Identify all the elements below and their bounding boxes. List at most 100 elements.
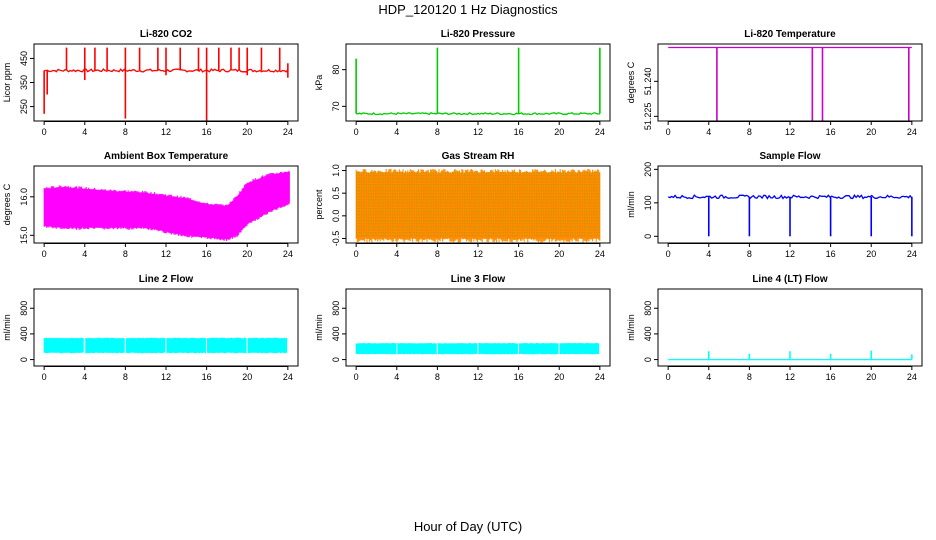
- panel-title: Li-820 Pressure: [441, 29, 516, 40]
- y-tick-label: 1.0: [331, 164, 341, 177]
- series-spikes-5: [519, 342, 559, 355]
- x-tick-label: 20: [242, 127, 252, 137]
- series-spikes-6: [559, 342, 600, 355]
- x-tick-label: 24: [283, 372, 293, 382]
- plot-frame: [345, 43, 611, 122]
- panel-title: Gas Stream RH: [442, 151, 515, 162]
- x-tick-label: 8: [747, 127, 752, 137]
- x-tick-label: 4: [706, 372, 711, 382]
- series-dots: [356, 172, 600, 237]
- x-tick-label: 12: [161, 127, 171, 137]
- y-tick-label: 400: [643, 326, 653, 341]
- plot-area: [43, 47, 289, 121]
- x-tick-label: 4: [394, 127, 399, 137]
- y-tick-label: 0: [331, 357, 341, 362]
- x-tick-label: 24: [283, 127, 293, 137]
- chart-panel-1: 0 4 8 12 16 20 24 250 350 450 Li-820 CO2 Licor ppm: [2, 29, 299, 137]
- x-tick-label: 24: [595, 127, 605, 137]
- y-tick-label: 350: [19, 75, 29, 90]
- x-tick-label: 24: [595, 249, 605, 259]
- figure-x-axis-label: Hour of Day (UTC): [414, 519, 522, 534]
- y-axis-label: percent: [314, 189, 324, 220]
- y-tick-label: 200: [643, 162, 653, 177]
- series-spikes-1: [43, 170, 290, 241]
- x-tick-label: 16: [826, 249, 836, 259]
- x-tick-label: 4: [82, 249, 87, 259]
- x-tick-label: 8: [747, 372, 752, 382]
- y-axis-label: kPa: [314, 75, 324, 91]
- x-tick-label: 20: [554, 372, 564, 382]
- x-tick-label: 8: [435, 372, 440, 382]
- series-spikes-1: [43, 337, 84, 354]
- y-axis-label: ml/min: [626, 191, 636, 218]
- y-tick-label: 800: [643, 301, 653, 316]
- y-tick-label: 450: [19, 51, 29, 66]
- x-tick-label: 16: [202, 249, 212, 259]
- series-spikes-3: [125, 337, 166, 354]
- x-tick-label: 0: [666, 372, 671, 382]
- plot-area: [668, 46, 912, 121]
- y-tick-label: 400: [331, 326, 341, 341]
- panel-title: Line 3 Flow: [451, 274, 506, 285]
- y-tick-label: 0: [643, 234, 653, 239]
- chart-panel-2: 0 4 8 12 16 20 24 70 80 Li-820 Pressure kPa: [314, 29, 611, 137]
- y-tick-label: 0.5: [331, 187, 341, 200]
- y-axis-label: ml/min: [314, 314, 324, 341]
- chart-panel-6: 0 4 8 12 16 20 24 0 100 200 Sample Flow ml/min: [626, 151, 923, 259]
- series-line-1: [356, 112, 600, 116]
- y-axis-label: ml/min: [626, 314, 636, 341]
- x-tick-label: 16: [514, 249, 524, 259]
- y-axis-label: degrees C: [626, 61, 636, 103]
- x-tick-label: 12: [161, 372, 171, 382]
- y-tick-label: 70: [331, 101, 341, 111]
- y-tick-label: 15.0: [19, 227, 29, 245]
- x-tick-label: 4: [82, 372, 87, 382]
- plot-area: [355, 47, 601, 116]
- plot-frame: [345, 288, 611, 367]
- x-tick-label: 24: [907, 372, 917, 382]
- chart-panel-4: 0 4 8 12 16 20 24 15.0 16.0 Ambient Box Temperatu…: [2, 151, 299, 259]
- y-tick-label: 800: [331, 301, 341, 316]
- x-tick-label: 8: [747, 249, 752, 259]
- x-tick-label: 4: [394, 249, 399, 259]
- x-tick-label: 0: [42, 249, 47, 259]
- x-tick-label: 16: [202, 127, 212, 137]
- x-tick-label: 20: [242, 372, 252, 382]
- x-tick-label: 20: [554, 127, 564, 137]
- x-tick-label: 8: [123, 127, 128, 137]
- x-tick-label: 8: [123, 249, 128, 259]
- y-tick-label: 80: [331, 65, 341, 75]
- series-spikes-1: [355, 342, 397, 355]
- x-tick-label: 12: [785, 372, 795, 382]
- x-tick-label: 16: [826, 127, 836, 137]
- y-axis-label: Licor ppm: [2, 63, 12, 103]
- x-tick-label: 24: [595, 372, 605, 382]
- y-tick-label: 0: [643, 357, 653, 362]
- x-tick-label: 16: [514, 372, 524, 382]
- chart-panel-8: 0 4 8 12 16 20 24 0 400 800 Line 3 Flow ml/min: [314, 274, 611, 382]
- chart-panel-3: 0 4 8 12 16 20 24 51.225 51.240 Li-820 Temperatur…: [626, 29, 923, 137]
- x-tick-label: 4: [82, 127, 87, 137]
- y-tick-label: 400: [19, 326, 29, 341]
- y-axis-label: ml/min: [2, 314, 12, 341]
- x-tick-label: 4: [394, 372, 399, 382]
- y-tick-label: 51.240: [643, 68, 653, 96]
- series-spikes-2: [85, 337, 125, 354]
- plot-area: [667, 194, 913, 237]
- plot-frame: [33, 288, 299, 367]
- x-tick-label: 20: [866, 127, 876, 137]
- x-tick-label: 0: [42, 372, 47, 382]
- x-tick-label: 8: [435, 127, 440, 137]
- x-tick-label: 4: [706, 127, 711, 137]
- y-tick-label: 16.0: [19, 188, 29, 206]
- x-tick-label: 12: [785, 249, 795, 259]
- y-tick-label: 0: [19, 357, 29, 362]
- chart-panel-7: 0 4 8 12 16 20 24 0 400 800 Line 2 Flow ml/min: [2, 274, 299, 382]
- x-tick-label: 12: [473, 249, 483, 259]
- y-axis-label: degrees C: [2, 183, 12, 225]
- plot-area: [43, 337, 288, 354]
- x-tick-label: 0: [666, 127, 671, 137]
- series-spikes-5: [207, 337, 247, 354]
- x-tick-label: 12: [473, 127, 483, 137]
